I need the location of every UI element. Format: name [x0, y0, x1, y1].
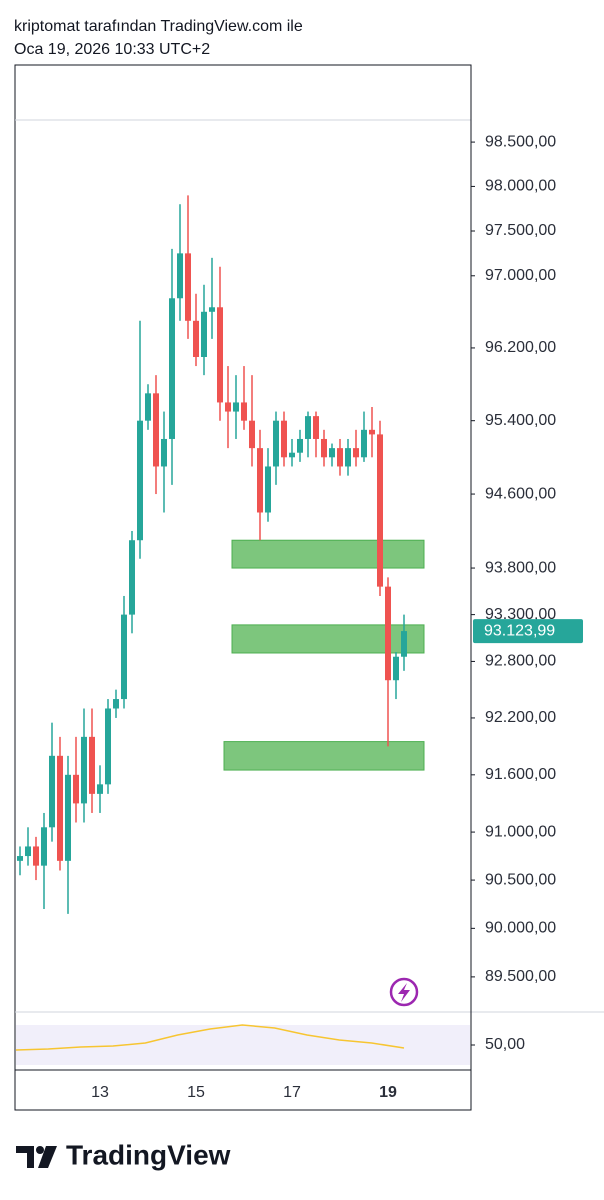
- candle-body: [329, 448, 335, 458]
- candle-body: [289, 452, 295, 458]
- candle-body: [25, 846, 31, 857]
- y-tick-label: 94.600,00: [485, 485, 556, 502]
- candle-body: [377, 434, 383, 587]
- candle-body: [89, 736, 95, 794]
- brand-name: TradingView: [66, 1139, 231, 1170]
- candle-body: [241, 402, 247, 421]
- lightning-icon: [389, 977, 419, 1007]
- candle-body: [65, 774, 71, 861]
- candle-body: [73, 774, 79, 804]
- candle-body: [273, 420, 279, 467]
- candle-body: [105, 708, 111, 785]
- candle-body: [217, 307, 223, 403]
- y-tick-label: 91.600,00: [485, 766, 556, 783]
- y-tick-label: 93.800,00: [485, 559, 556, 576]
- candle-body: [153, 393, 159, 467]
- candle-body: [337, 448, 343, 467]
- x-tick-label: 13: [91, 1084, 109, 1101]
- y-tick-label: 97.000,00: [485, 267, 556, 284]
- candle-body: [393, 656, 399, 681]
- header-date: Oca 19, 2026 10:33 UTC+2: [14, 41, 210, 58]
- candle-body: [169, 298, 175, 439]
- plot: 98.500,00 98.000,00 97.500,00 97.000,00 96.2…: [15, 133, 583, 1101]
- header-credit: kriptomat tarafından TradingView.com ile: [14, 18, 303, 35]
- candle-body: [401, 631, 407, 657]
- candle-body: [185, 253, 191, 321]
- y-tick-label: 92.800,00: [485, 653, 556, 670]
- indicator-line: [15, 1024, 405, 1051]
- candle-body: [297, 438, 303, 453]
- candle-body: [33, 846, 39, 866]
- candle-body: [17, 856, 23, 861]
- y-tick-label: 96.200,00: [485, 339, 556, 356]
- y-tick-label: 98.500,00: [485, 133, 556, 150]
- candle-body: [129, 540, 135, 615]
- candle-body: [121, 614, 127, 700]
- candle-body: [193, 320, 199, 357]
- y-tick-label: 92.200,00: [485, 709, 556, 726]
- candle-body: [353, 448, 359, 458]
- last-price-box: [473, 619, 583, 644]
- candle-body: [81, 736, 87, 804]
- candle-body: [137, 420, 143, 541]
- candle-body: [321, 438, 327, 458]
- candle-body: [97, 784, 103, 794]
- y-tick-label: 95.400,00: [485, 412, 556, 429]
- candle-body: [233, 402, 239, 412]
- candle-body: [209, 307, 215, 312]
- x-tick-label: 19: [379, 1084, 397, 1101]
- candle-body: [257, 448, 263, 513]
- candle-body: [201, 311, 207, 357]
- y-tick-label: 97.500,00: [485, 222, 556, 239]
- y-tick-label: 89.500,00: [485, 968, 556, 985]
- last-price-label: 93.123,99: [484, 622, 555, 639]
- candle-body: [305, 416, 311, 439]
- brand-logo: [16, 1146, 57, 1168]
- candle-body: [361, 429, 367, 458]
- candle-body: [345, 448, 351, 467]
- indicator-band: [16, 1025, 470, 1065]
- x-tick-label: 17: [283, 1084, 301, 1101]
- zone: [223, 741, 425, 771]
- candle-body: [41, 827, 47, 866]
- candle-body: [145, 393, 151, 421]
- candle-body: [177, 253, 183, 299]
- y-tick-label: 98.000,00: [485, 178, 556, 195]
- candle-body: [225, 402, 231, 412]
- y-tick-label: 91.000,00: [485, 823, 556, 840]
- zone: [231, 624, 425, 654]
- candle-body: [49, 755, 55, 828]
- zone: [231, 539, 425, 569]
- candle-body: [249, 420, 255, 449]
- y-tick-label: 90.500,00: [485, 871, 556, 888]
- candle-body: [281, 420, 287, 458]
- y-tick-label: 50,00: [485, 1036, 525, 1053]
- candle-body: [57, 755, 63, 861]
- candle-body: [369, 429, 375, 435]
- candle-body: [113, 699, 119, 709]
- candle-body: [313, 416, 319, 439]
- y-tick-label: 90.000,00: [485, 920, 556, 937]
- candle-body: [265, 466, 271, 513]
- candle-body: [161, 438, 167, 467]
- y-tick-label: 93.300,00: [485, 606, 556, 623]
- candle-body: [385, 586, 391, 681]
- x-tick-label: 15: [187, 1084, 205, 1101]
